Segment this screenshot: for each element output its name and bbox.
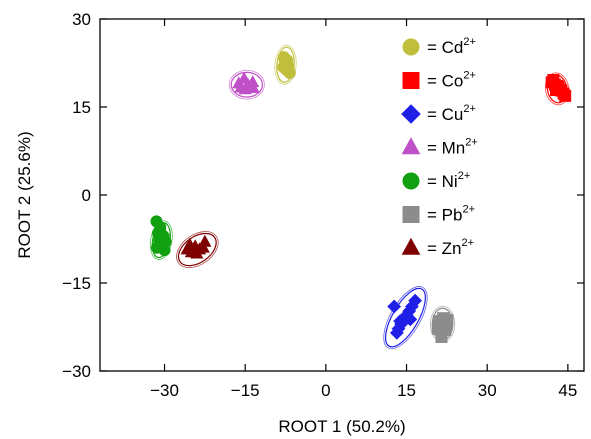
y-tick-label: −30 <box>62 362 91 381</box>
legend-label-charge: 2+ <box>462 204 475 216</box>
legend-marker <box>401 237 421 255</box>
data-point <box>196 240 210 253</box>
legend-label: = Mn2+ <box>427 137 478 158</box>
legend-label: = Cd2+ <box>427 36 476 57</box>
plot-frame <box>99 18 585 372</box>
data-point <box>154 225 167 238</box>
confidence-ellipse-outer <box>228 69 265 100</box>
legend-label: = Ni2+ <box>427 170 470 191</box>
legend-label-charge: 2+ <box>463 70 476 82</box>
x-tick-label: −30 <box>150 381 179 400</box>
legend-label-charge: 2+ <box>463 103 476 115</box>
y-tick-label: 0 <box>82 186 91 205</box>
legend-marker <box>402 72 420 89</box>
x-tick-label: 15 <box>397 381 416 400</box>
y-tick-label: −15 <box>62 274 91 293</box>
data-point <box>246 81 260 94</box>
legend-label-text: = Zn <box>427 239 462 258</box>
data-point <box>559 89 572 102</box>
legend-label-charge: 2+ <box>462 237 475 249</box>
cluster-ni <box>149 215 173 260</box>
plot-frame-border <box>99 18 585 372</box>
legend-entry-co: = Co2+ <box>402 70 476 91</box>
y-tick-label: 15 <box>72 98 91 117</box>
legend-label: = Pb2+ <box>427 204 475 225</box>
data-point <box>441 313 454 326</box>
cluster-zn <box>176 231 219 268</box>
cluster-cd <box>274 44 297 85</box>
data-point <box>278 52 291 65</box>
x-tick-label: 0 <box>321 381 330 400</box>
legend-label-charge: 2+ <box>463 36 476 48</box>
data-point <box>393 314 407 329</box>
cluster-mn <box>228 69 265 100</box>
y-tick-label: 30 <box>72 10 91 29</box>
axes: −30 −15 0 15 30 45 −30 −15 0 15 30 <box>62 10 584 400</box>
cluster-co <box>544 72 572 106</box>
x-tick-label: 45 <box>558 381 577 400</box>
legend: = Cd2+= Co2+= Cu2+= Mn2+= Ni2+= Pb2+= Zn… <box>401 36 478 258</box>
legend-label-charge: 2+ <box>458 170 471 182</box>
data-point <box>158 244 171 257</box>
data-point <box>387 299 402 314</box>
y-axis-label: ROOT 2 (25.6%) <box>15 131 34 258</box>
x-tick-label: −15 <box>231 381 260 400</box>
legend-label-text: = Ni <box>427 172 458 191</box>
confidence-ellipse-outer <box>176 231 219 268</box>
legend-label-text: = Cd <box>427 38 463 57</box>
data-point <box>283 66 296 79</box>
confidence-ellipse-outer <box>274 44 297 85</box>
x-axis-label: ROOT 1 (50.2%) <box>278 417 405 436</box>
legend-entry-mn: = Mn2+ <box>401 137 478 158</box>
legend-entry-zn: = Zn2+ <box>401 237 474 258</box>
legend-marker <box>401 104 421 124</box>
data-point <box>550 83 563 96</box>
legend-entry-ni: = Ni2+ <box>402 170 470 191</box>
confidence-ellipse-outer <box>149 220 173 260</box>
legend-label-text: = Mn <box>427 139 465 158</box>
legend-marker <box>402 206 420 223</box>
legend-label-text: = Cu <box>427 105 463 124</box>
legend-entry-cd: = Cd2+ <box>402 36 476 57</box>
data-clusters <box>149 44 572 350</box>
data-point <box>431 322 444 335</box>
confidence-ellipse-outer <box>544 72 570 106</box>
legend-label-charge: 2+ <box>465 137 478 149</box>
cluster-pb <box>429 305 456 343</box>
legend-marker <box>402 38 420 56</box>
legend-label: = Zn2+ <box>427 237 474 258</box>
legend-entry-cu: = Cu2+ <box>401 103 476 124</box>
legend-label-text: = Co <box>427 72 463 91</box>
data-point <box>403 312 418 327</box>
legend-marker <box>401 137 421 155</box>
cluster-cu <box>383 286 428 350</box>
confidence-ellipse <box>230 71 264 98</box>
legend-marker <box>402 172 420 190</box>
legend-entry-pb: = Pb2+ <box>402 204 475 225</box>
data-point <box>183 237 197 250</box>
x-tick-label: 30 <box>478 381 497 400</box>
data-point <box>389 325 404 340</box>
legend-label-text: = Pb <box>427 206 462 225</box>
legend-label: = Co2+ <box>427 70 476 91</box>
legend-label: = Cu2+ <box>427 103 476 124</box>
